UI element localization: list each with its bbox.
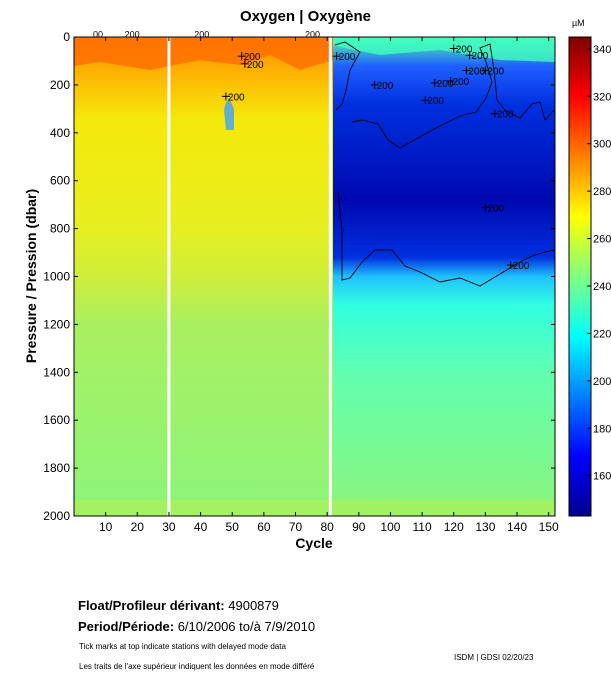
period-start: 6/10/2006 xyxy=(177,619,236,634)
x-tick-label: 60 xyxy=(257,520,271,534)
surface-label-fragments: 00 200 200 200 xyxy=(93,29,320,39)
contour-label: 200 xyxy=(472,51,489,62)
float-info: Float/Profileur dérivant: 4900879 xyxy=(78,598,279,613)
x-tick-label: 50 xyxy=(226,520,240,534)
colorbar-tick-label: 180 xyxy=(593,423,611,435)
x-tick-label: 130 xyxy=(475,520,495,534)
contour-label: 200 xyxy=(247,60,264,71)
contour-label: 200 xyxy=(487,204,504,215)
y-tick-label: 600 xyxy=(50,174,70,188)
note-english: Tick marks at top indicate stations with… xyxy=(79,642,286,651)
period-label: Period/Période: xyxy=(78,619,175,634)
note-french: Les traits de l'axe supérieur indiquent … xyxy=(79,662,315,671)
y-tick-label: 400 xyxy=(50,126,70,140)
contour-label: 200 xyxy=(468,67,485,78)
colorbar-tick-label: 200 xyxy=(593,376,611,388)
colorbar-tick-label: 320 xyxy=(593,91,611,103)
x-tick-label: 90 xyxy=(352,520,366,534)
y-tick-label: 1600 xyxy=(43,413,70,427)
heatmap-region-cycles-82-152 xyxy=(333,37,555,516)
period-separator: to/à xyxy=(239,619,261,634)
contour-cross-marker xyxy=(446,77,455,86)
contour-cross-marker xyxy=(481,203,490,212)
x-axis-label: Cycle xyxy=(295,535,333,551)
contour-cross-marker xyxy=(449,44,458,53)
x-tick-label: 20 xyxy=(131,520,145,534)
x-tick-label: 40 xyxy=(194,520,208,534)
contour-cross-marker xyxy=(506,261,515,270)
y-tick-label: 0 xyxy=(63,30,70,44)
y-tick-label: 200 xyxy=(50,78,70,92)
y-tick-label: 1800 xyxy=(43,461,70,475)
x-axis: 10 20 30 40 50 60 70 80 90 100 110 120 130 140 150 xyxy=(99,37,559,534)
contour-label: 200 xyxy=(456,44,473,55)
period-info: Period/Période: 6/10/2006 to/à 7/9/2010 xyxy=(78,619,315,634)
contour-label: 200 xyxy=(513,261,530,272)
surface-label-fragment: 00 xyxy=(93,29,103,39)
colorbar-tick-label: 300 xyxy=(593,139,611,151)
missing-profile-gap xyxy=(328,37,332,516)
surface-label-fragment: 200 xyxy=(305,29,320,39)
x-tick-label: 150 xyxy=(539,520,559,534)
missing-profile-gap xyxy=(167,37,171,516)
x-tick-label: 30 xyxy=(162,520,176,534)
contour-cross-marker xyxy=(237,52,246,61)
y-tick-label: 1400 xyxy=(43,365,70,379)
missing-data-columns xyxy=(167,37,332,516)
colorbar-tick-label: 220 xyxy=(593,328,611,340)
colorbar xyxy=(568,36,592,517)
contour-cross-marker xyxy=(481,66,490,75)
contour-cross-marker xyxy=(240,59,249,68)
heatmap-region-cycles-1-81 xyxy=(74,37,333,516)
contour-cross-marker xyxy=(490,109,499,118)
x-tick-label: 70 xyxy=(289,520,303,534)
contour-label: 200 xyxy=(497,110,514,121)
float-label: Float/Profileur dérivant: xyxy=(78,598,225,613)
x-tick-label: 140 xyxy=(507,520,527,534)
y-axis: 0 200 400 600 800 1000 1200 1400 1600 1800 2000 xyxy=(43,30,555,523)
y-tick-label: 1200 xyxy=(43,317,70,331)
y-tick-label: 1000 xyxy=(43,270,70,284)
colorbar-tick-label: 160 xyxy=(593,471,611,483)
contour-label: 200 xyxy=(437,79,454,90)
period-end: 7/9/2010 xyxy=(264,619,316,634)
chart-title: Oxygen | Oxygène xyxy=(240,8,371,25)
footer-stamp: ISDM | GDSI 02/20/23 xyxy=(454,653,534,662)
x-tick-label: 100 xyxy=(380,520,400,534)
colorbar-axis: 160 180 200 220 240 260 280 300 320 340 xyxy=(587,44,611,483)
y-tick-label: 800 xyxy=(50,222,70,236)
contour-label: 200 xyxy=(487,67,504,78)
contour-cross-marker xyxy=(462,66,471,75)
contour-label: 200 xyxy=(339,52,356,63)
colorbar-tick-label: 240 xyxy=(593,281,611,293)
x-tick-label: 80 xyxy=(320,520,334,534)
colorbar-tick-label: 280 xyxy=(593,186,611,198)
colorbar-unit: µM xyxy=(572,18,585,28)
contour-cross-marker xyxy=(465,51,474,60)
contour-lines-200 xyxy=(334,41,555,287)
contour-label: 200 xyxy=(228,92,245,103)
surface-label-fragment: 200 xyxy=(194,29,209,39)
contour-cross-marker xyxy=(421,96,430,105)
contour-cross-marker xyxy=(221,92,230,101)
colorbar-tick-label: 340 xyxy=(593,44,611,56)
y-tick-label: 2000 xyxy=(43,509,70,523)
contour-label: 200 xyxy=(453,77,470,88)
contour-label: 200 xyxy=(427,96,444,107)
contour-cross-marker xyxy=(370,80,379,89)
contour-label: 200 xyxy=(377,81,394,92)
colorbar-tick-label: 260 xyxy=(593,234,611,246)
heatmap-field xyxy=(74,37,555,516)
x-tick-label: 120 xyxy=(444,520,464,534)
surface-label-fragment: 200 xyxy=(125,29,140,39)
x-tick-label: 10 xyxy=(99,520,113,534)
x-tick-label: 110 xyxy=(413,520,432,534)
contour-cross-marker xyxy=(430,78,439,87)
contour-label: 200 xyxy=(244,52,261,63)
contour-cross-marker xyxy=(332,52,341,61)
float-id: 4900879 xyxy=(228,598,279,613)
